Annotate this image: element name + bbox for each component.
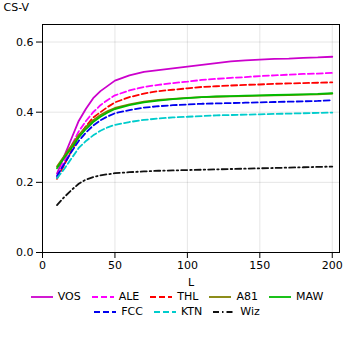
html-text:MAW: MAW xyxy=(296,290,324,303)
html-text:ALE: ALE xyxy=(118,290,140,303)
svg-text:200: 200 xyxy=(322,259,343,272)
html-text:VOS: VOS xyxy=(57,290,81,303)
html-text:FCC: FCC xyxy=(121,305,143,318)
svg-text:0.6: 0.6 xyxy=(16,36,34,49)
svg-text:0.2: 0.2 xyxy=(16,176,34,189)
svg-text:150: 150 xyxy=(249,259,270,272)
svg-text:0: 0 xyxy=(39,259,46,272)
svg-text:0.0: 0.0 xyxy=(16,246,34,259)
svg-text:0.4: 0.4 xyxy=(16,106,34,119)
html-text:Wiz: Wiz xyxy=(240,305,260,318)
svg-text:CS-V: CS-V xyxy=(4,1,30,14)
svg-text:L: L xyxy=(188,276,195,289)
svg-text:50: 50 xyxy=(108,259,122,272)
svg-text:100: 100 xyxy=(177,259,198,272)
html-text:A81: A81 xyxy=(236,290,258,303)
html-text:THL: THL xyxy=(177,290,199,303)
html-text:KTN: KTN xyxy=(181,305,203,318)
